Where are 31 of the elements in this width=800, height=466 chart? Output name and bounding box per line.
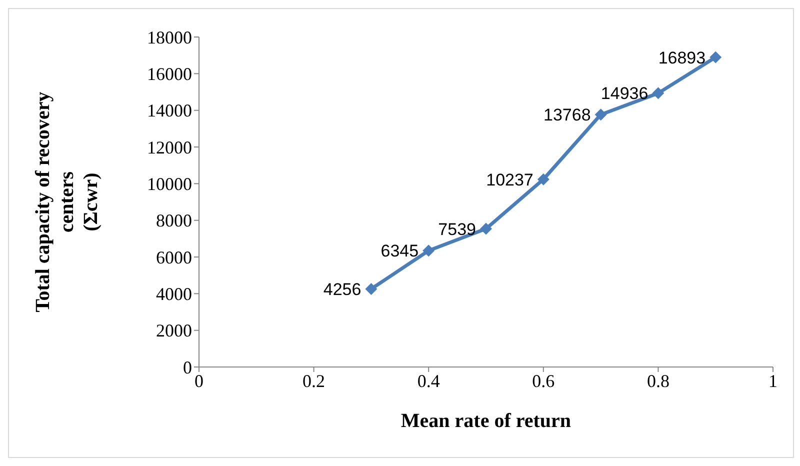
x-axis-title: Mean rate of return <box>400 410 572 432</box>
y-tick-label: 6000 <box>156 247 192 268</box>
y-tick-label: 4000 <box>156 284 192 304</box>
y-tick-label: 18000 <box>147 27 192 48</box>
point <box>365 282 378 295</box>
y-tick-label: 8000 <box>156 210 192 231</box>
x-tick-label: 0.4 <box>417 370 440 391</box>
x-tick-label: 0.6 <box>532 370 555 391</box>
y-tick-label: 12000 <box>147 137 192 158</box>
data-label: 7539 <box>438 220 476 239</box>
y-tick-label: 14000 <box>147 100 192 121</box>
x-tick-label: 1 <box>768 370 778 391</box>
data-label: 4256 <box>323 280 362 300</box>
point <box>710 51 722 64</box>
y-axis-title: Total capacity of recovery centers (Σcwr) <box>32 92 102 312</box>
data-label: 14936 <box>600 84 648 104</box>
y-tick-label: 16000 <box>147 64 192 84</box>
y-tick-label: 2000 <box>156 320 192 341</box>
point <box>652 87 664 100</box>
data-label: 16893 <box>658 48 706 68</box>
data-label: 10237 <box>486 170 534 190</box>
point <box>480 222 492 235</box>
point <box>594 108 607 121</box>
x-tick-label: 0.8 <box>646 370 670 391</box>
y-tick-label: 10000 <box>147 174 192 194</box>
data-label: 6345 <box>380 242 419 261</box>
data-label: 13768 <box>544 106 591 125</box>
point <box>422 244 435 257</box>
y-tick-label: 0 <box>183 357 192 378</box>
x-tick-label: 0.2 <box>302 370 326 391</box>
point <box>537 173 550 186</box>
